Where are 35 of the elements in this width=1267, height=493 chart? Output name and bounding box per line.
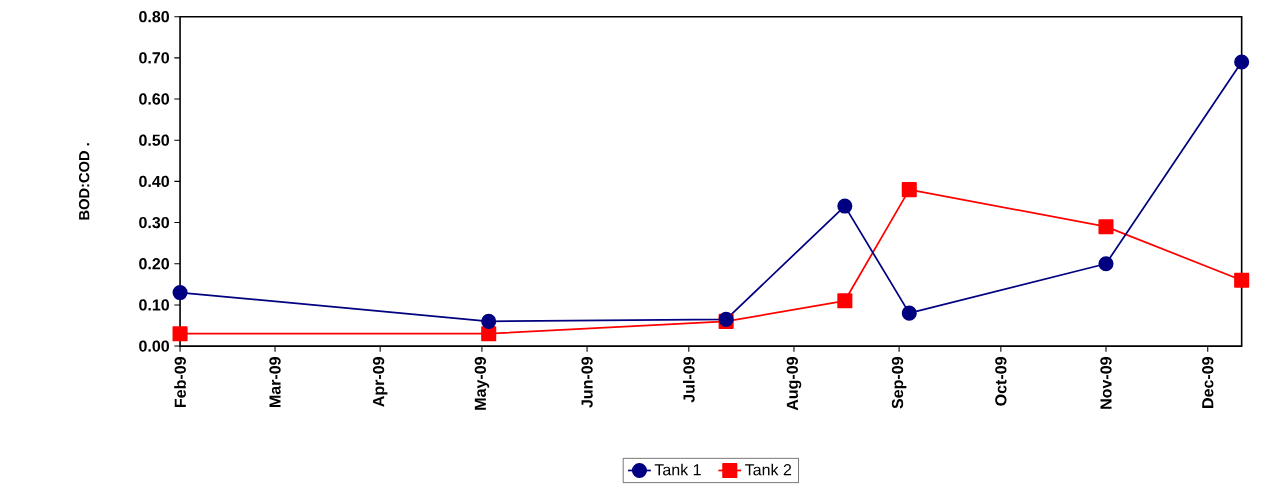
y-tick-label: 0.50 xyxy=(139,134,169,146)
point xyxy=(481,313,497,329)
x-tick-label: Oct-09 xyxy=(995,356,1007,406)
y-tick-label: 0.20 xyxy=(139,257,169,270)
point xyxy=(1098,218,1114,234)
point xyxy=(1234,272,1250,288)
point xyxy=(172,325,188,342)
point xyxy=(901,181,917,197)
point xyxy=(172,284,188,300)
x-tick-label: May-09 xyxy=(474,356,490,410)
point xyxy=(901,305,917,321)
x-tick-label: Aug-09 xyxy=(786,356,802,411)
y-tick-label: 0.10 xyxy=(139,299,169,311)
point xyxy=(481,325,497,342)
x-tick-label: Mar-09 xyxy=(269,356,281,407)
y-tick-label: 0.00 xyxy=(139,340,169,352)
y-tick-label: 0.40 xyxy=(139,175,169,187)
y-tick-label: 0.60 xyxy=(139,93,169,105)
y-tick-label: 0.30 xyxy=(139,216,169,229)
x-tick-label: Feb-09 xyxy=(174,356,186,407)
x-tick-label: Apr-09 xyxy=(372,356,388,407)
y-tick-label: 0.70 xyxy=(139,51,169,64)
y-tick-label: 0.80 xyxy=(139,10,169,23)
x-tick-label: Jul-09 xyxy=(682,356,695,403)
legend-label: Tank 2 xyxy=(745,463,792,476)
x-tick-label: Sep-09 xyxy=(891,356,907,409)
point xyxy=(837,198,853,214)
legend-label: Tank 1 xyxy=(654,463,701,476)
x-tick-label: Jun-09 xyxy=(581,356,593,408)
point xyxy=(837,293,853,309)
point xyxy=(1098,255,1114,272)
x-tick-label: Nov-09 xyxy=(1100,356,1112,409)
y-axis-title: BOD:COD . xyxy=(78,143,90,220)
x-tick-label: Dec-09 xyxy=(1202,356,1214,408)
point xyxy=(1234,54,1250,70)
